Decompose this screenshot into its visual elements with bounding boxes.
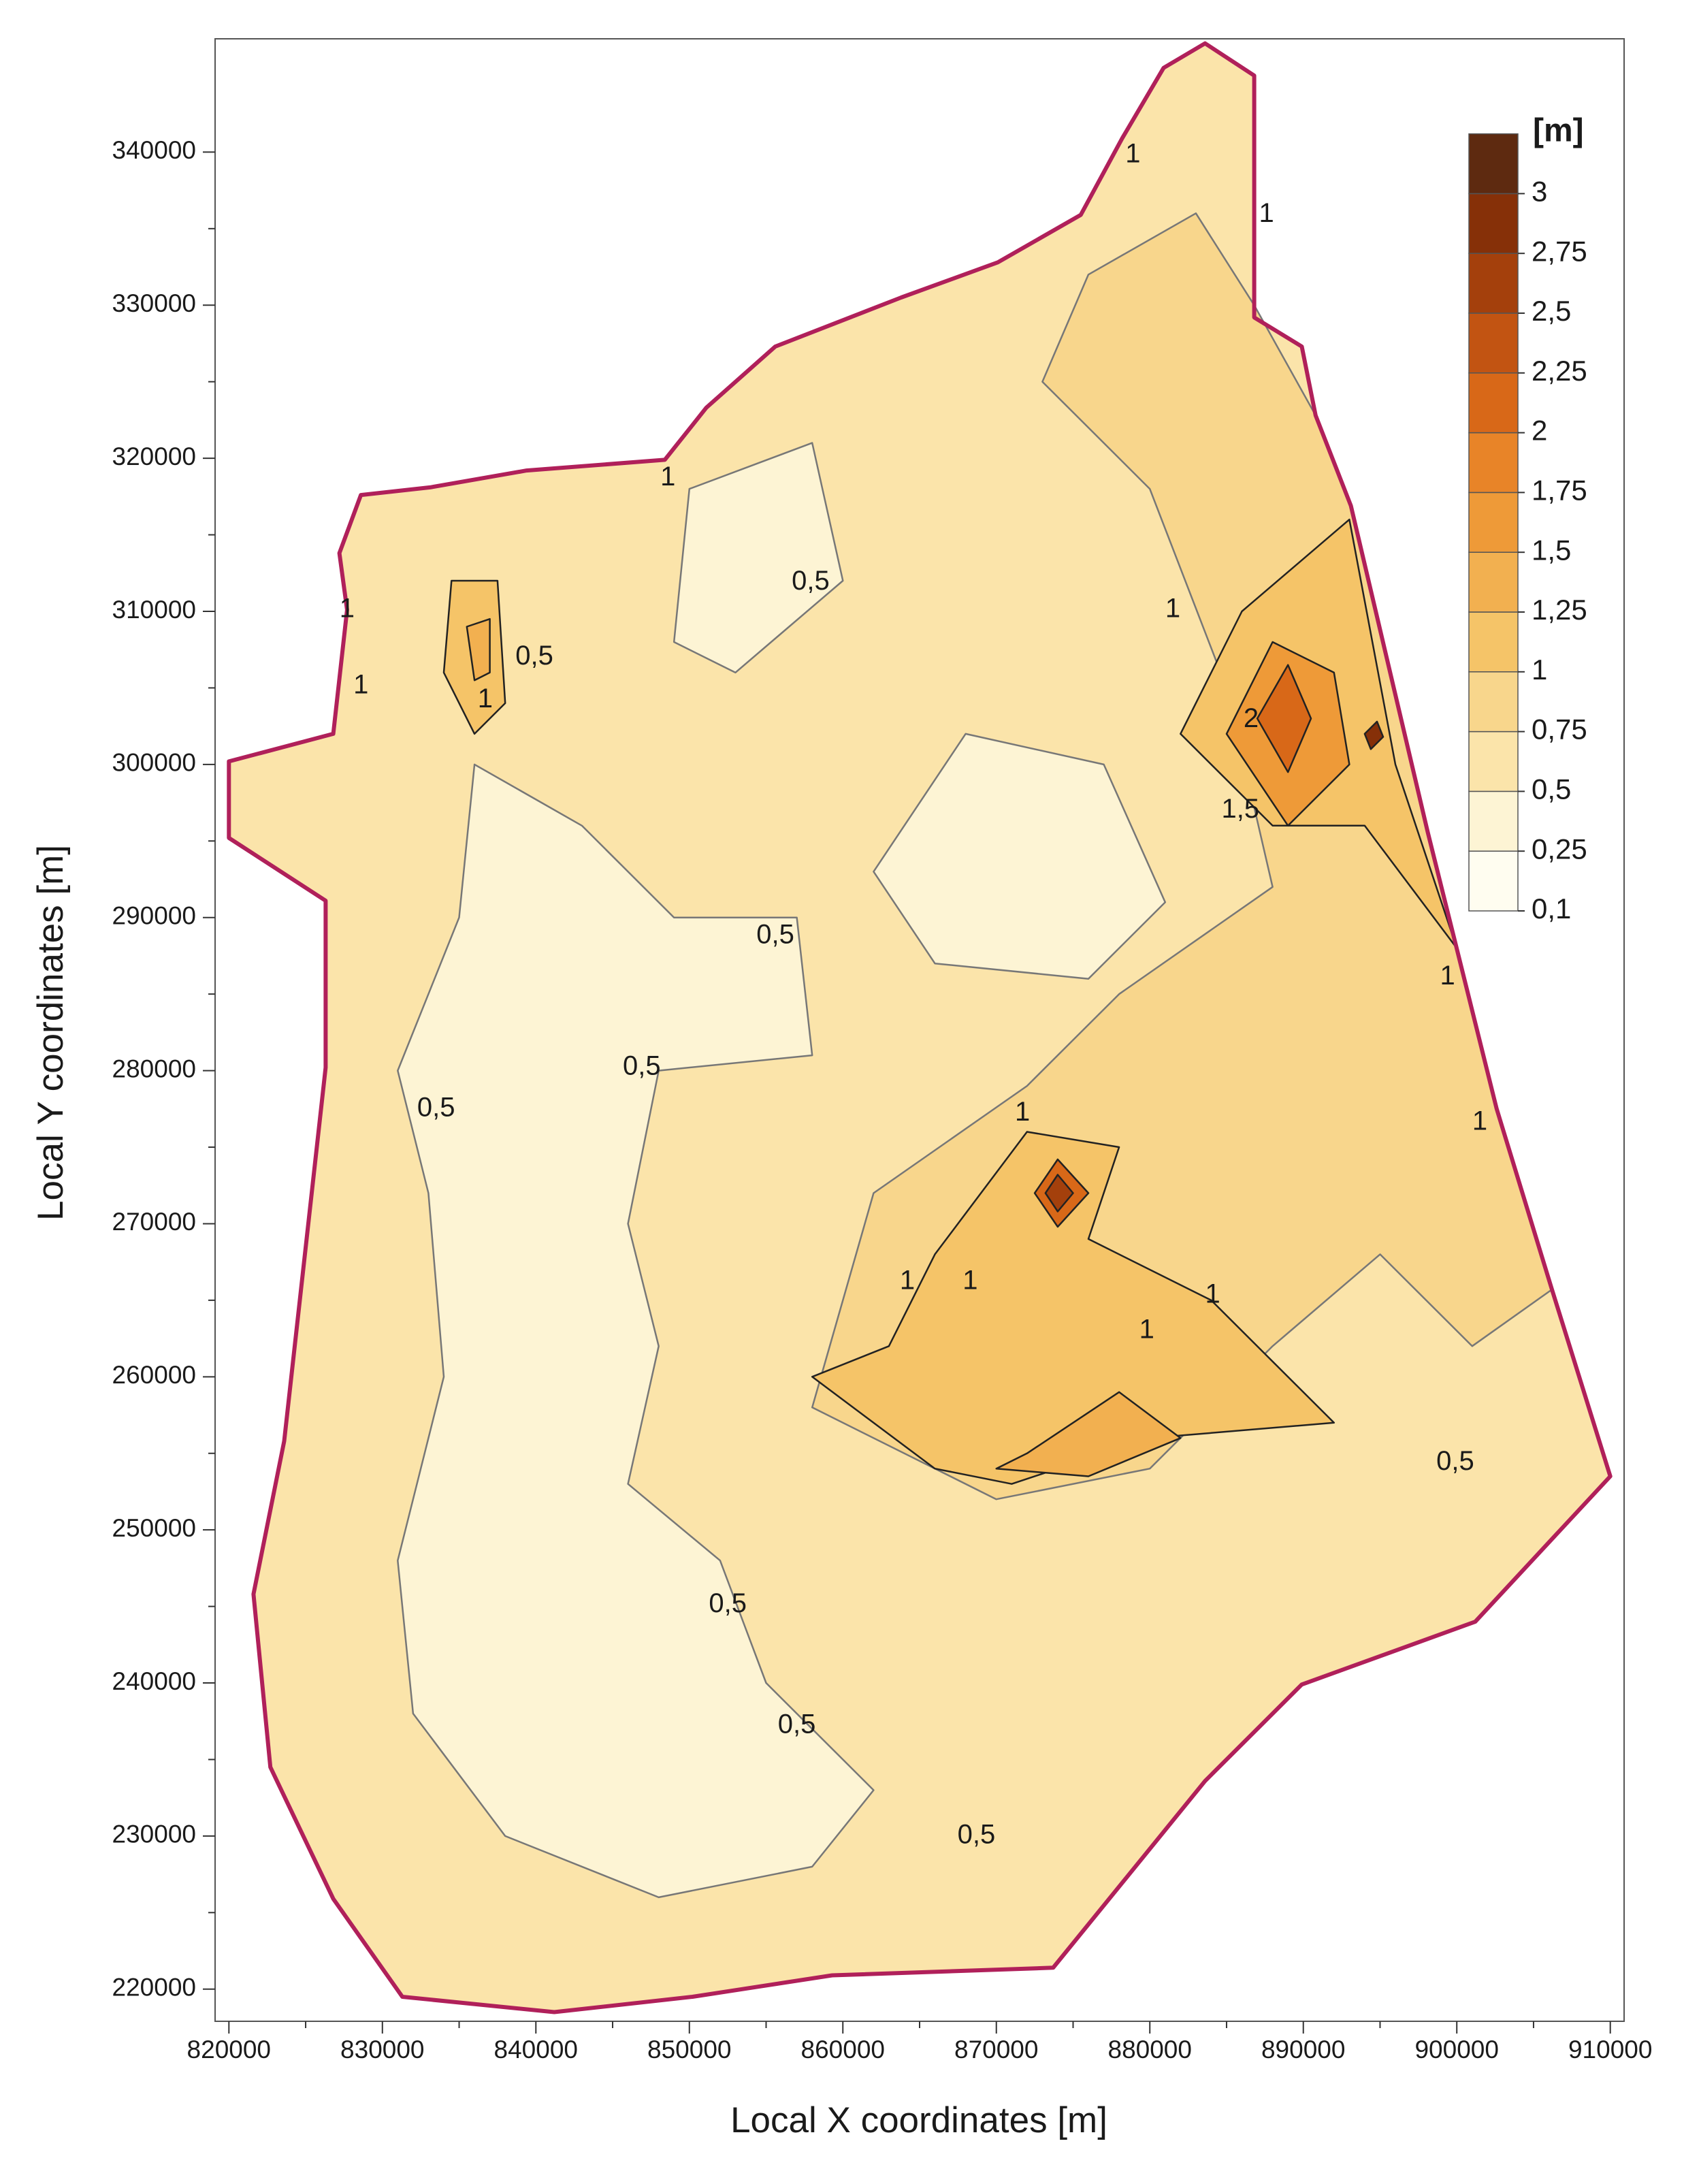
y-tick-label: 260000 [112, 1361, 196, 1389]
contour-label: 0,5 [958, 1819, 996, 1849]
contour-zone [995, 1391, 1182, 1477]
map-layer: 0,5 0,5 0,5 0,5 0,5 0,5 0,5 0,5 0,5 1 1 1 1 1 1 1 1 1 1 1 1 1… [227, 41, 1613, 2014]
contour-label: 0,5 [417, 1092, 455, 1122]
contour-label: 0,5 [778, 1709, 816, 1739]
y-tick-label: 220000 [112, 1974, 196, 2002]
contour-label: 0,5 [1436, 1446, 1474, 1476]
contour-label: 1 [340, 593, 355, 623]
contour-label: 0,5 [792, 566, 830, 596]
contour-label: 1 [962, 1265, 977, 1295]
region-boundary [227, 41, 1613, 2014]
contour-label: 1 [1015, 1097, 1030, 1127]
legend-swatch [1468, 432, 1519, 494]
legend-swatch [1468, 133, 1519, 195]
legend-label: 0,25 [1532, 833, 1587, 865]
legend-title: [m] [1533, 113, 1584, 149]
y-tick-label: 320000 [112, 443, 196, 470]
legend-label: 0,5 [1532, 773, 1571, 805]
legend-label: 1,75 [1532, 474, 1587, 506]
legend-label: 2 [1532, 415, 1547, 447]
legend-swatch [1468, 492, 1519, 553]
legend-swatch [1468, 850, 1519, 912]
contour-zone [397, 763, 875, 1899]
legend-swatch [1468, 551, 1519, 613]
legend-label: 1,25 [1532, 594, 1587, 626]
legend-swatch [1468, 372, 1519, 434]
x-tick-label: 840000 [494, 2036, 578, 2063]
legend-label: 0,1 [1532, 893, 1571, 925]
contour-label: 1 [900, 1265, 915, 1295]
contour-zone [1363, 720, 1385, 750]
x-tick-label: 820000 [187, 2036, 271, 2063]
contour-zone [811, 1131, 1335, 1485]
contour-label: 1 [353, 670, 368, 700]
y-tick-label: 290000 [112, 902, 196, 930]
legend-swatch [1468, 253, 1519, 314]
legend-label: 0,75 [1532, 713, 1587, 745]
contour-label: 1 [478, 684, 493, 713]
legend-swatch [1468, 193, 1519, 254]
contour-label: 1 [1440, 961, 1455, 991]
y-tick-label: 310000 [112, 596, 196, 624]
legend-label: 3 [1532, 175, 1547, 207]
contour-label: 1 [1472, 1106, 1487, 1136]
x-tick-label: 860000 [801, 2036, 885, 2063]
legend-swatch [1468, 671, 1519, 733]
y-tick-label: 330000 [112, 289, 196, 317]
contour-label: 1 [1259, 198, 1274, 228]
legend-swatch [1468, 790, 1519, 852]
x-tick-label: 850000 [647, 2036, 731, 2063]
x-tick-label: 830000 [340, 2036, 424, 2063]
x-tick-label: 870000 [954, 2036, 1038, 2063]
y-tick-label: 300000 [112, 749, 196, 777]
contour-label: 2 [1244, 703, 1259, 733]
contour-label: 1 [660, 462, 675, 492]
contour-label: 1 [1165, 593, 1180, 623]
legend-label: 2,5 [1532, 295, 1571, 327]
y-tick-label: 340000 [112, 136, 196, 164]
legend-swatch [1468, 312, 1519, 374]
contour-zone [466, 617, 491, 681]
contour-zone [1256, 664, 1312, 773]
y-tick-label: 280000 [112, 1055, 196, 1082]
contour-label: 0,5 [756, 919, 794, 949]
contour-label: 1 [1205, 1279, 1220, 1309]
legend-swatch [1468, 730, 1519, 792]
contour-zone [873, 733, 1167, 980]
contour-zone [1044, 1174, 1074, 1213]
legend-label: 2,25 [1532, 355, 1587, 387]
y-tick-label: 270000 [112, 1208, 196, 1236]
y-axis-title: Local Y coordinates [m] [31, 845, 71, 1221]
contour-label: 0,5 [709, 1588, 747, 1618]
x-tick-label: 900000 [1414, 2036, 1498, 2063]
x-axis-title: Local X coordinates [m] [730, 2100, 1107, 2140]
contour-label: 1,5 [1221, 794, 1259, 824]
x-tick-label: 910000 [1568, 2036, 1652, 2063]
y-tick-label: 240000 [112, 1667, 196, 1695]
contour-label: 0,5 [623, 1051, 661, 1081]
x-tick-label: 880000 [1108, 2036, 1192, 2063]
contour-label: 0,5 [515, 641, 553, 671]
legend-label: 1 [1532, 654, 1547, 686]
legend-label: 1,5 [1532, 534, 1571, 566]
contour-zone [673, 442, 844, 674]
contour-label: 1 [1139, 1314, 1154, 1344]
x-tick-label: 890000 [1261, 2036, 1345, 2063]
contour-label: 1 [1125, 138, 1140, 168]
legend-label: 2,75 [1532, 235, 1587, 267]
y-tick-label: 250000 [112, 1514, 196, 1542]
legend-swatch [1468, 611, 1519, 673]
y-tick-label: 230000 [112, 1820, 196, 1848]
